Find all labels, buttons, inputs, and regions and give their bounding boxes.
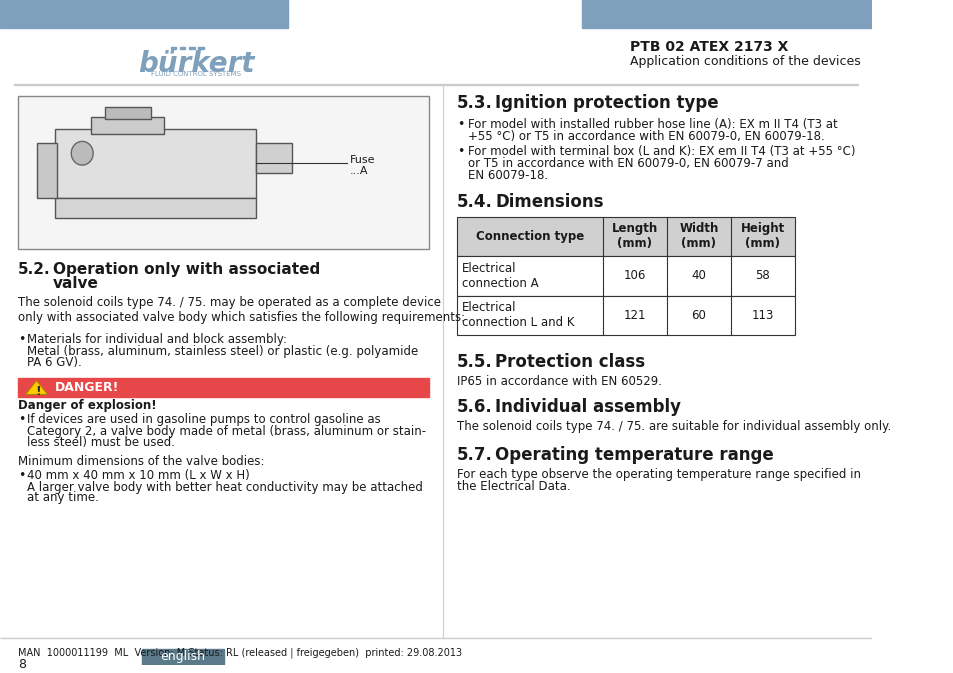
Text: Individual assembly: Individual assembly [495, 398, 680, 417]
Text: Connection type: Connection type [476, 229, 583, 243]
Bar [581, 0, 871, 28]
Bar [18, 378, 429, 398]
Text: Electrical
connection L and K: Electrical connection L and K [462, 302, 575, 329]
Text: MAN  1000011199  ML  Version: M Status: RL (released | freigegeben)  printed: 29: MAN 1000011199 ML Version: M Status: RL … [18, 647, 462, 658]
Text: For model with terminal box (L and K): EX em II T4 (T3 at +55 °C): For model with terminal box (L and K): E… [467, 145, 855, 158]
Bar [18, 96, 429, 249]
Text: Height
(mm): Height (mm) [740, 222, 784, 250]
Text: Width
(mm): Width (mm) [679, 222, 718, 250]
Text: Operation only with associated: Operation only with associated [53, 262, 320, 277]
Text: Ignition protection type: Ignition protection type [495, 94, 718, 112]
Bar [171, 48, 176, 49]
Bar [91, 116, 164, 135]
Text: at any time.: at any time. [28, 491, 99, 504]
Text: !: ! [35, 385, 41, 398]
Bar [180, 48, 185, 49]
Text: Electrical
connection A: Electrical connection A [462, 262, 538, 290]
Text: 106: 106 [623, 269, 645, 283]
Text: Application conditions of the devices: Application conditions of the devices [630, 55, 861, 68]
Text: valve: valve [53, 276, 99, 291]
Text: ...A: ...A [350, 166, 368, 176]
Text: Length
(mm): Length (mm) [611, 222, 658, 250]
Text: FLUID CONTROL SYSTEMS: FLUID CONTROL SYSTEMS [152, 71, 241, 77]
Text: english: english [160, 650, 205, 663]
Text: •: • [18, 413, 26, 426]
Text: bürkert: bürkert [138, 50, 254, 78]
Text: or T5 in accordance with EN 60079-0, EN 60079-7 and: or T5 in accordance with EN 60079-0, EN … [467, 157, 788, 170]
Circle shape [71, 141, 93, 165]
Text: 40 mm x 40 mm x 10 mm (L x W x H): 40 mm x 40 mm x 10 mm (L x W x H) [28, 468, 250, 482]
Text: 8: 8 [18, 658, 27, 672]
Text: A larger valve body with better heat conductivity may be attached: A larger valve body with better heat con… [28, 481, 423, 493]
Text: •: • [18, 468, 26, 482]
Text: EN 60079-18.: EN 60079-18. [467, 169, 547, 182]
Bar [0, 0, 288, 28]
Text: DANGER!: DANGER! [54, 381, 119, 394]
Text: 5.5.: 5.5. [456, 353, 492, 371]
Text: 5.4.: 5.4. [456, 192, 492, 211]
Text: Danger of explosion!: Danger of explosion! [18, 400, 156, 413]
Text: The solenoid coils type 74. / 75. are suitable for individual assembly only.: The solenoid coils type 74. / 75. are su… [456, 420, 890, 433]
Text: 5.6.: 5.6. [456, 398, 492, 417]
Text: +55 °C) or T5 in accordance with EN 60079-0, EN 60079-18.: +55 °C) or T5 in accordance with EN 6007… [467, 129, 823, 143]
Text: 5.3.: 5.3. [456, 94, 492, 112]
Bar [0, 638, 871, 639]
Bar [105, 107, 151, 118]
Bar [198, 48, 204, 49]
Text: For model with installed rubber hose line (A): EX m II T4 (T3 at: For model with installed rubber hose lin… [467, 118, 837, 131]
Text: 60: 60 [691, 309, 705, 322]
Text: 121: 121 [623, 309, 645, 322]
Text: Metal (brass, aluminum, stainless steel) or plastic (e.g. polyamide: Metal (brass, aluminum, stainless steel)… [28, 345, 418, 358]
Text: Minimum dimensions of the valve bodies:: Minimum dimensions of the valve bodies: [18, 455, 265, 468]
Text: Operating temperature range: Operating temperature range [495, 446, 773, 464]
Text: PTB 02 ATEX 2173 X: PTB 02 ATEX 2173 X [630, 40, 788, 55]
Bar [13, 84, 857, 85]
Text: 58: 58 [755, 269, 769, 283]
Bar [456, 295, 794, 335]
Text: less steel) must be used.: less steel) must be used. [28, 436, 175, 449]
Bar [54, 129, 255, 198]
Bar [54, 198, 255, 217]
Text: 5.2.: 5.2. [18, 262, 51, 277]
Text: 113: 113 [751, 309, 773, 322]
Bar [141, 649, 224, 666]
Text: The solenoid coils type 74. / 75. may be operated as a complete device
only with: The solenoid coils type 74. / 75. may be… [18, 295, 465, 324]
Text: Category 2, a valve body made of metal (brass, aluminum or stain-: Category 2, a valve body made of metal (… [28, 425, 426, 438]
Text: Fuse: Fuse [350, 155, 375, 165]
Bar [456, 256, 794, 295]
Bar [189, 48, 194, 49]
Text: Protection class: Protection class [495, 353, 644, 371]
Bar [255, 143, 292, 173]
Text: 40: 40 [691, 269, 705, 283]
Text: Materials for individual and block assembly:: Materials for individual and block assem… [28, 333, 287, 346]
Text: •: • [456, 118, 464, 131]
Text: Dimensions: Dimensions [495, 192, 603, 211]
Text: IP65 in accordance with EN 60529.: IP65 in accordance with EN 60529. [456, 375, 661, 388]
Text: •: • [456, 145, 464, 158]
Bar [456, 217, 794, 256]
Text: 5.7.: 5.7. [456, 446, 492, 464]
Text: PA 6 GV).: PA 6 GV). [28, 356, 82, 369]
Text: the Electrical Data.: the Electrical Data. [456, 480, 570, 493]
Text: If devices are used in gasoline pumps to control gasoline as: If devices are used in gasoline pumps to… [28, 413, 381, 426]
Polygon shape [26, 381, 48, 394]
Text: For each type observe the operating temperature range specified in: For each type observe the operating temp… [456, 468, 860, 481]
Bar [36, 143, 56, 198]
Text: •: • [18, 333, 26, 346]
